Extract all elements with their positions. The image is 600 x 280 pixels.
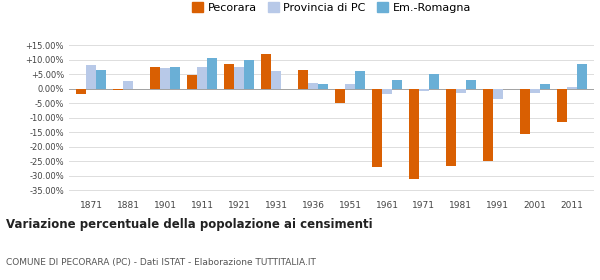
Bar — [557, 88, 567, 122]
Bar — [409, 88, 419, 179]
Bar — [160, 68, 170, 88]
Bar — [86, 65, 96, 88]
Bar — [520, 88, 530, 134]
Bar — [483, 88, 493, 161]
Bar — [224, 64, 234, 88]
Text: Variazione percentuale della popolazione ai censimenti: Variazione percentuale della popolazione… — [6, 218, 373, 231]
Legend: Pecorara, Provincia di PC, Em.-Romagna: Pecorara, Provincia di PC, Em.-Romagna — [188, 0, 475, 17]
Bar — [355, 71, 365, 88]
Bar — [150, 67, 160, 88]
Bar — [540, 84, 550, 88]
Bar — [234, 67, 244, 88]
Bar — [271, 71, 281, 88]
Bar — [197, 67, 207, 88]
Bar — [123, 81, 133, 88]
Bar — [76, 88, 86, 94]
Bar — [187, 76, 197, 88]
Bar — [493, 88, 503, 99]
Bar — [429, 74, 439, 88]
Text: COMUNE DI PECORARA (PC) - Dati ISTAT - Elaborazione TUTTITALIA.IT: COMUNE DI PECORARA (PC) - Dati ISTAT - E… — [6, 258, 316, 267]
Bar — [113, 88, 123, 90]
Bar — [382, 88, 392, 94]
Bar — [261, 54, 271, 88]
Bar — [96, 70, 106, 88]
Bar — [567, 87, 577, 88]
Bar — [530, 88, 540, 93]
Bar — [466, 80, 476, 88]
Bar — [419, 88, 429, 92]
Bar — [318, 84, 328, 88]
Bar — [244, 60, 254, 88]
Bar — [456, 88, 466, 93]
Bar — [446, 88, 456, 165]
Bar — [207, 58, 217, 88]
Bar — [392, 80, 402, 88]
Bar — [298, 70, 308, 88]
Bar — [170, 67, 180, 88]
Bar — [335, 88, 345, 103]
Bar — [345, 84, 355, 88]
Bar — [308, 83, 318, 88]
Bar — [372, 88, 382, 167]
Bar — [577, 64, 587, 88]
